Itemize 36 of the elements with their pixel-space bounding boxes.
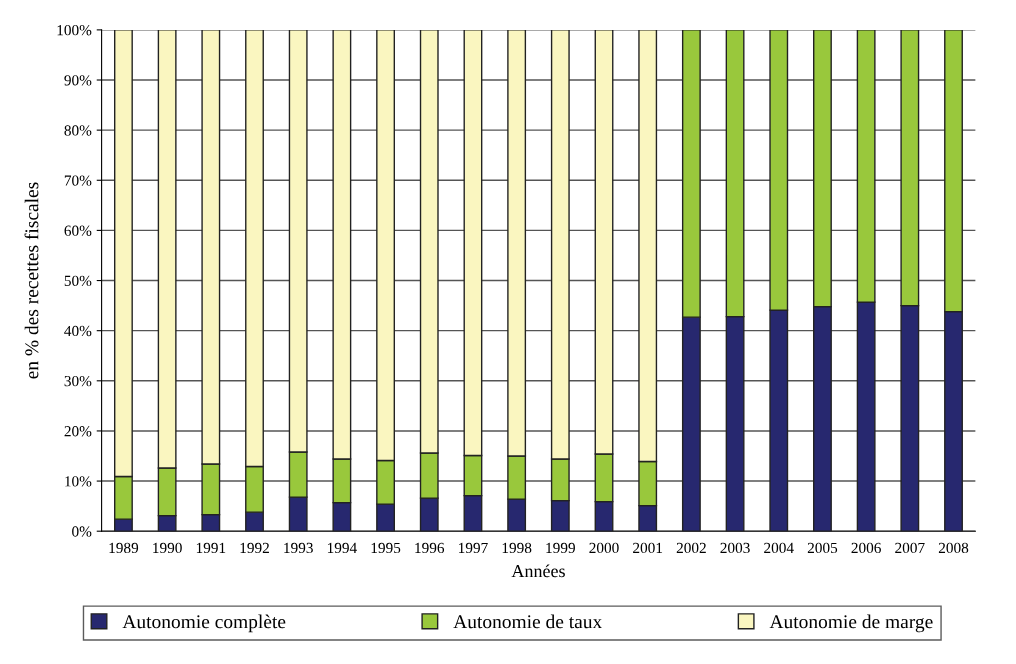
x-tick-label: 2002 bbox=[676, 542, 706, 554]
x-tick-label: 2004 bbox=[764, 542, 794, 554]
x-tick-label: 2000 bbox=[589, 542, 619, 554]
y-tick-label: 30% bbox=[64, 375, 92, 387]
x-axis-title: Années bbox=[511, 564, 565, 578]
x-tick-label: 1997 bbox=[459, 542, 488, 554]
y-tick-label: 40% bbox=[64, 325, 92, 337]
legend-label: Autonomie de taux bbox=[453, 614, 603, 629]
x-tick-label: 2006 bbox=[851, 542, 881, 554]
x-tick-label: 2005 bbox=[807, 542, 838, 554]
x-tick-label: 1995 bbox=[371, 542, 401, 554]
x-tick-label: 2001 bbox=[633, 542, 663, 554]
y-tick-label: 70% bbox=[64, 175, 92, 186]
y-tick-label: 20% bbox=[64, 426, 92, 437]
y-axis-title: en % des recettes fiscales bbox=[24, 182, 39, 379]
x-tick-label: 1989 bbox=[109, 542, 139, 554]
y-tick-label: 10% bbox=[65, 476, 92, 487]
x-tick-label: 2008 bbox=[938, 542, 969, 554]
x-tick-label: 1996 bbox=[415, 542, 445, 554]
y-tick-label: 50% bbox=[64, 275, 92, 287]
x-tick-label: 2007 bbox=[895, 542, 925, 554]
x-tick-label: 2003 bbox=[720, 542, 750, 554]
x-tick-label: 1990 bbox=[153, 542, 182, 554]
x-tick-label: 1998 bbox=[502, 542, 532, 554]
y-tick-label: 80% bbox=[64, 125, 92, 136]
x-tick-label: 1992 bbox=[240, 542, 269, 554]
y-tick-label: 0% bbox=[72, 526, 92, 537]
y-tick-label: 60% bbox=[64, 225, 92, 236]
legend-label: Autonomie complète bbox=[122, 614, 286, 633]
y-tick-label: 100% bbox=[57, 25, 92, 36]
x-tick-label: 1994 bbox=[327, 542, 357, 554]
y-tick-label: 90% bbox=[64, 75, 92, 86]
x-tick-label: 1993 bbox=[284, 542, 313, 554]
x-tick-label: 1991 bbox=[196, 542, 226, 554]
legend-label: Autonomie de marge bbox=[769, 614, 933, 633]
x-tick-label: 1999 bbox=[546, 542, 575, 554]
